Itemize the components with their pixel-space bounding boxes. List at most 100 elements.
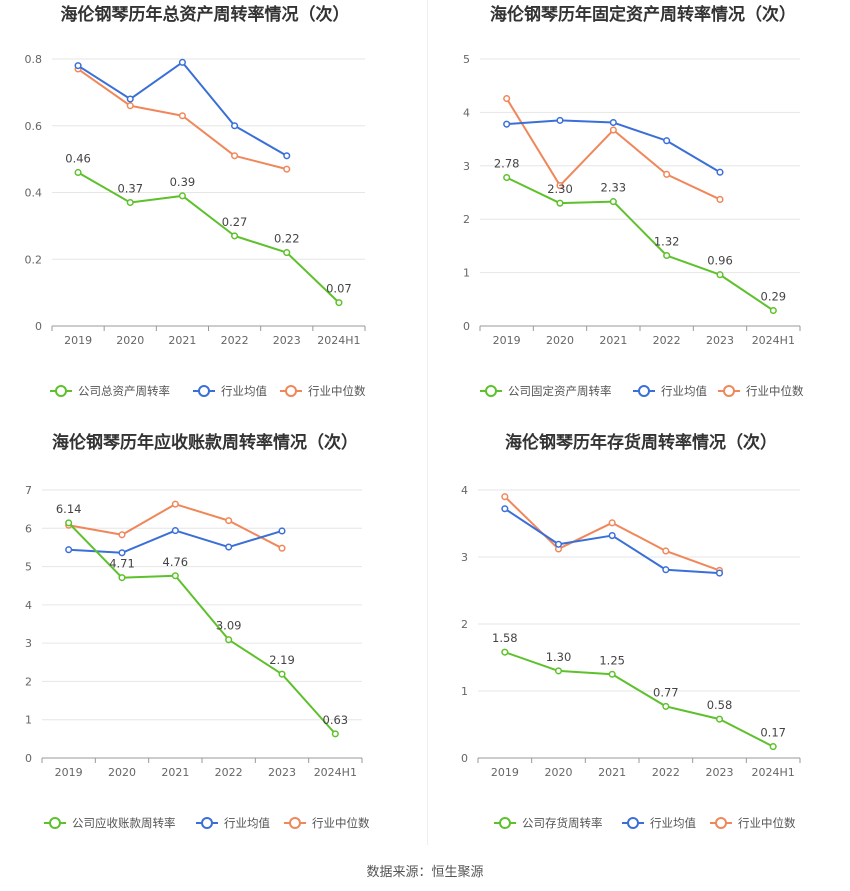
legend-label: 公司存货周转率 [522,816,603,830]
x-tick-label: 2023 [706,766,734,779]
data-point-company [608,670,616,678]
data-point-company [225,636,233,644]
legend-item-industry-avg: 行业均值 [193,384,267,398]
y-tick-label: 4 [461,484,468,497]
chart-title: 海伦钢琴历年存货周转率情况（次） [505,432,777,453]
chart-receivables-turnover: 海伦钢琴历年应收账款周转率情况（次） 0 1 2 3 4 5 6 7 2019 2020 2021 20… [0,428,425,848]
data-point-industry-median [171,500,179,508]
data-point-company [171,572,179,580]
data-label: 0.07 [326,282,352,296]
data-point-industry-avg [662,566,670,574]
legend-swatch-marker [198,385,210,397]
data-point-company [769,306,777,315]
legend-label: 行业均值 [650,816,696,830]
chart-title: 海伦钢琴历年固定资产周转率情况（次） [490,4,796,25]
legend-swatch-marker [201,817,213,829]
y-tick-label: 7 [25,484,32,497]
data-label: 0.39 [170,175,196,189]
y-tick-label: 0.8 [25,53,43,66]
data-point-industry-median [501,493,509,501]
data-point-industry-median [178,112,186,120]
data-label: 0.96 [707,254,733,268]
panel-divider [427,0,428,845]
x-tick-label: 2021 [168,334,196,347]
legend-swatch-marker [627,817,639,829]
data-label: 0.29 [761,290,787,304]
legend-label: 公司总资产周转率 [78,384,170,398]
legend-item-industry-avg: 行业均值 [196,816,270,830]
data-label: 0.37 [117,182,143,196]
data-point-company [331,730,339,738]
x-tick-label: 2024H1 [314,766,357,779]
data-label: 1.25 [599,653,625,667]
y-tick-label: 2 [25,675,32,688]
y-tick-label: 5 [25,561,32,574]
legend-label: 行业均值 [224,816,270,830]
data-point-industry-median [503,94,511,103]
data-point-company [662,702,670,710]
legend-label: 行业中位数 [308,384,366,398]
legend-item-industry-median: 行业中位数 [284,816,370,830]
data-label: 1.30 [546,650,572,664]
legend-label: 公司应收账款周转率 [72,816,176,830]
y-tick-label: 3 [25,637,32,650]
data-label: 1.58 [492,631,518,645]
data-label: 0.63 [323,713,349,727]
y-tick-label: 4 [25,599,32,612]
legend-item-industry-avg: 行业均值 [633,384,707,398]
data-point-company [178,192,186,200]
data-point-company [278,670,286,678]
legend-item-industry-median: 行业中位数 [280,384,366,398]
legend-swatch-marker [638,385,650,397]
x-tick-label: 2023 [706,334,734,347]
data-point-industry-median [283,165,291,173]
y-tick-label: 2 [461,618,468,631]
data-point-industry-median [278,544,286,552]
x-tick-label: 2020 [546,334,574,347]
legend-label: 公司固定资产周转率 [508,384,612,398]
x-tick-label: 2024H1 [752,334,795,347]
data-label: 3.09 [216,619,242,633]
x-tick-label: 2019 [55,766,83,779]
series-line-industry-avg [77,61,288,157]
data-point-industry-avg [283,152,291,160]
legend-label: 行业中位数 [746,384,804,398]
legend-item-company: 公司总资产周转率 [50,384,170,398]
y-tick-label: 5 [463,53,470,66]
x-tick-label: 2020 [545,766,573,779]
x-tick-label: 2020 [108,766,136,779]
x-tick-label: 2022 [215,766,243,779]
x-tick-label: 2021 [598,766,626,779]
data-point-company [769,743,777,751]
data-point-industry-avg [554,540,563,548]
data-point-industry-avg [118,549,126,557]
data-point-industry-median [126,102,134,110]
series-line-industry-avg [504,507,720,575]
data-label: 2.19 [269,653,295,667]
data-point-industry-median [225,517,233,525]
chart-title: 海伦钢琴历年总资产周转率情况（次） [61,4,350,25]
y-tick-label: 0.2 [25,253,43,266]
y-tick-label: 2 [463,213,470,226]
data-point-company [126,198,134,207]
y-tick-label: 1 [25,714,32,727]
legend-swatch-marker [55,385,67,397]
data-point-industry-avg [716,168,724,176]
legend-label: 行业均值 [661,384,707,398]
y-tick-label: 0 [25,752,32,765]
y-tick-label: 3 [461,551,468,564]
data-label: 0.27 [222,215,248,229]
series-line-company [506,176,774,312]
y-tick-label: 6 [25,522,32,535]
chart-svg: 海伦钢琴历年存货周转率情况（次） 0 1 2 3 4 2019 2020 2021 2022 202… [461,432,801,830]
data-point-industry-avg [65,546,73,554]
data-point-company [663,251,671,260]
data-label: 6.14 [56,502,82,516]
data-point-industry-median [556,182,564,190]
x-tick-label: 2021 [161,766,189,779]
data-point-industry-avg [225,543,233,551]
data-point-industry-median [662,547,670,555]
data-point-industry-median [118,531,126,539]
data-point-industry-avg [556,116,564,124]
legend-swatch-marker [715,817,727,829]
